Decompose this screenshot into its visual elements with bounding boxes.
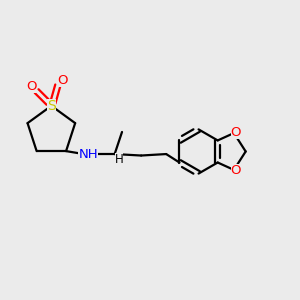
Text: O: O: [231, 126, 241, 139]
Text: NH: NH: [78, 148, 98, 160]
Text: H: H: [115, 153, 123, 167]
Text: O: O: [231, 164, 241, 177]
Text: O: O: [57, 74, 68, 87]
Text: O: O: [26, 80, 37, 93]
Text: S: S: [47, 99, 56, 113]
